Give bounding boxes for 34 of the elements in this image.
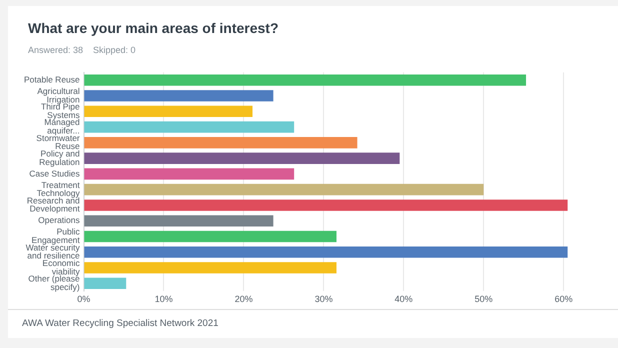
y-tick-label: Policy and Regulation (39, 148, 80, 167)
y-tick-label: Treatment Technology (36, 180, 80, 198)
x-tick-label: 10% (154, 294, 173, 304)
y-tick-label: Public Engagement (32, 226, 81, 245)
y-tick-label: Other (please specify) (28, 274, 80, 292)
bar (84, 168, 294, 180)
x-tick-label: 40% (394, 294, 413, 304)
chart-title: What are your main areas of interest? (28, 20, 279, 36)
bar (84, 137, 358, 148)
bar (84, 106, 253, 118)
bar (84, 74, 526, 86)
y-tick-label: Potable Reuse (24, 74, 80, 84)
x-tick-label: 20% (234, 294, 253, 304)
y-tick-label: Economic viability (42, 258, 81, 276)
bar (84, 278, 126, 290)
bar (84, 215, 274, 226)
x-tick-label: 50% (474, 294, 493, 304)
x-tick-label: 0% (77, 294, 90, 304)
text: AWA Water Recycling Specialist Network 2021 (22, 318, 218, 329)
bar (84, 246, 568, 258)
x-tick-label: 30% (314, 294, 333, 304)
y-tick-label: Managed aquifer... (44, 117, 80, 136)
bar (84, 90, 274, 102)
y-tick-label: Operations (38, 215, 80, 226)
bar (84, 184, 484, 196)
bar (84, 200, 568, 211)
y-tick-label: Case Studies (29, 168, 80, 178)
bar (84, 152, 400, 164)
bar (84, 121, 294, 133)
x-tick-label: 60% (554, 294, 573, 304)
chart-subtitle: Answered: 38 Skipped: 0 (28, 45, 136, 55)
y-tick-label: Agricultural Irrigation (37, 86, 80, 104)
bar (84, 262, 336, 274)
bar (84, 230, 336, 242)
